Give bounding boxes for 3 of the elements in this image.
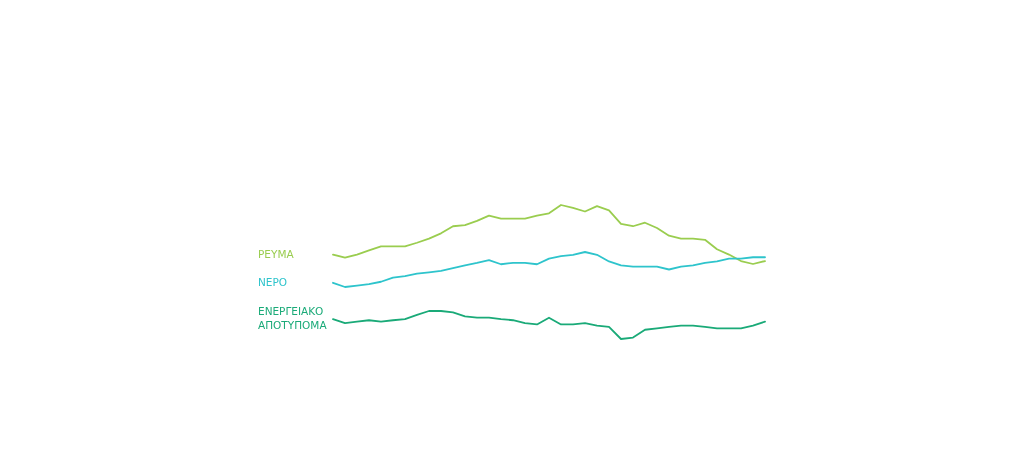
text: ΡΕΥΜΑ <box>258 247 295 260</box>
text: ΝΕΡΟ <box>258 275 288 288</box>
series-label: ΕΝΕΡΓΕΙΑΚΟ ΑΠΟΤΥΠΟΜΑ <box>258 305 328 332</box>
